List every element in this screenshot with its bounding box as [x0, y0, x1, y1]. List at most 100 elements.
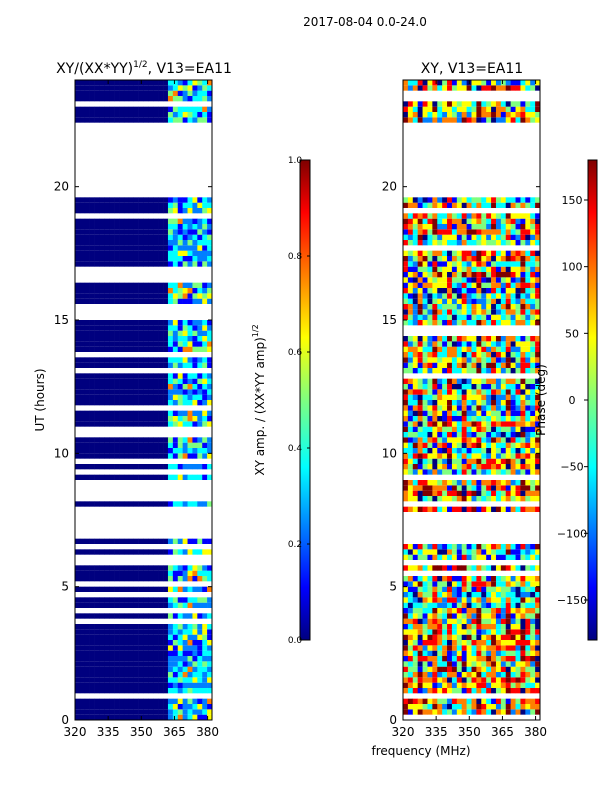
heatmap-cell — [481, 362, 487, 368]
heatmap-cell — [148, 224, 154, 230]
heatmap-cell — [202, 293, 208, 299]
heatmap-cell — [495, 266, 502, 272]
heatmap-cell — [202, 250, 208, 256]
heatmap-cell — [75, 448, 81, 454]
heatmap-cell — [442, 618, 448, 624]
heatmap-cell — [476, 464, 482, 470]
heatmap-cell — [104, 330, 110, 336]
heatmap-cell — [123, 421, 130, 427]
heatmap-cell — [456, 464, 463, 470]
heatmap-cell — [84, 80, 90, 86]
heatmap-cell — [500, 554, 507, 560]
heatmap-cell — [451, 618, 458, 624]
heatmap-cell — [153, 597, 159, 603]
heatmap-cell — [437, 634, 443, 640]
heatmap-cell — [163, 645, 169, 651]
heatmap-cell — [505, 645, 511, 651]
heatmap-cell — [417, 368, 423, 374]
heatmap-cell — [417, 597, 423, 603]
heatmap-cell — [128, 474, 135, 480]
heatmap-cell — [104, 677, 110, 683]
heatmap-cell — [510, 554, 516, 560]
heatmap-cell — [128, 202, 135, 208]
heatmap-cell — [79, 448, 86, 454]
heatmap-cell — [500, 672, 507, 678]
heatmap-cell — [158, 298, 164, 304]
heatmap-cell — [187, 325, 193, 331]
heatmap-cell — [163, 240, 169, 246]
heatmap-cell — [109, 698, 115, 704]
heatmap-cell — [138, 666, 144, 672]
heatmap-cell — [432, 682, 438, 688]
heatmap-cell — [163, 245, 169, 251]
heatmap-cell — [143, 378, 149, 384]
heatmap-cell — [192, 656, 198, 662]
heatmap-cell — [143, 586, 149, 592]
heatmap-cell — [510, 357, 516, 363]
heatmap-cell — [114, 336, 120, 342]
heatmap-cell — [197, 645, 203, 651]
heatmap-cell — [535, 618, 540, 624]
heatmap-cell — [427, 341, 433, 347]
heatmap-cell — [75, 325, 81, 331]
heatmap-cell — [163, 117, 169, 123]
heatmap-cell — [451, 197, 458, 203]
heatmap-cell — [187, 378, 193, 384]
heatmap-cell — [403, 586, 409, 592]
heatmap-cell — [177, 389, 183, 395]
heatmap-cell — [520, 272, 526, 278]
heatmap-cell — [133, 357, 139, 363]
heatmap-cell — [192, 672, 198, 678]
heatmap-cell — [471, 453, 477, 459]
heatmap-cell — [75, 634, 81, 640]
heatmap-cell — [451, 224, 458, 230]
heatmap-cell — [471, 485, 477, 491]
heatmap-cell — [128, 448, 135, 454]
heatmap-cell — [427, 613, 433, 619]
heatmap-cell — [403, 629, 409, 635]
heatmap-cell — [486, 80, 492, 86]
heatmap-cell — [138, 613, 144, 619]
heatmap-cell — [163, 672, 169, 678]
heatmap-cell — [75, 346, 81, 352]
heatmap-cell — [138, 384, 144, 390]
heatmap-cell — [495, 549, 502, 555]
heatmap-cell — [515, 405, 521, 411]
heatmap-cell — [109, 576, 115, 582]
heatmap-cell — [451, 362, 458, 368]
heatmap-cell — [510, 288, 516, 294]
heatmap-cell — [192, 229, 198, 235]
heatmap-cell — [486, 112, 492, 118]
heatmap-cell — [158, 384, 164, 390]
heatmap-cell — [461, 346, 467, 352]
heatmap-cell — [412, 613, 418, 619]
heatmap-cell — [197, 629, 203, 635]
heatmap-cell — [535, 629, 540, 635]
heatmap-cell — [172, 421, 179, 427]
heatmap-cell — [197, 624, 203, 630]
y-tick-label: 10 — [54, 446, 69, 460]
heatmap-cell — [167, 336, 174, 342]
heatmap-cell — [461, 266, 467, 272]
heatmap-cell — [427, 314, 433, 320]
heatmap-cell — [153, 293, 159, 299]
heatmap-cell — [486, 410, 492, 416]
x-tick-label: 335 — [97, 725, 120, 739]
heatmap-cell — [412, 624, 418, 630]
heatmap-cell — [432, 426, 438, 432]
heatmap-cell — [491, 602, 497, 608]
heatmap-cell — [432, 229, 438, 235]
heatmap-cell — [128, 613, 135, 619]
heatmap-cell — [79, 90, 86, 96]
heatmap-cell — [403, 624, 409, 630]
heatmap-cell — [520, 117, 526, 123]
heatmap-cell — [79, 656, 86, 662]
heatmap-cell — [456, 426, 463, 432]
heatmap-cell — [432, 293, 438, 299]
heatmap-cell — [187, 336, 193, 342]
heatmap-cell — [79, 373, 86, 379]
heatmap-cell — [535, 416, 540, 422]
colorbar-tick-label: 50 — [565, 327, 579, 340]
heatmap-cell — [119, 709, 125, 715]
heatmap-cell — [505, 352, 511, 358]
